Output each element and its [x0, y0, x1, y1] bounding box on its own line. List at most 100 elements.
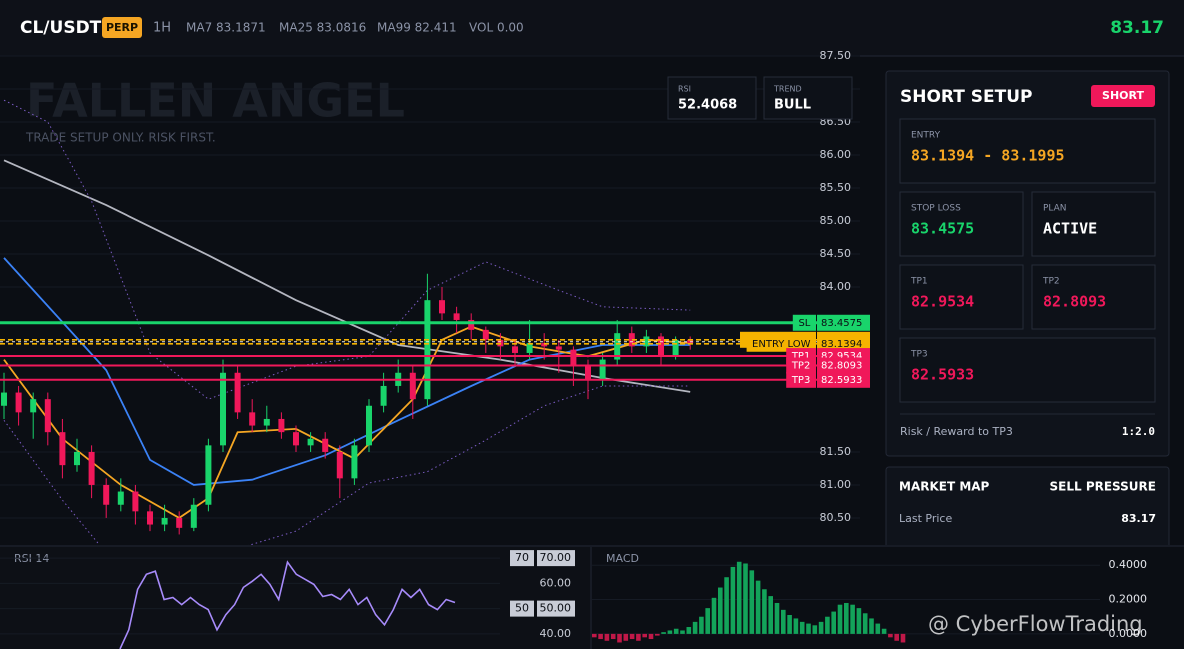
level-tag — [786, 371, 816, 388]
candle-body — [88, 451, 95, 485]
histogram-bar — [837, 604, 843, 634]
histogram-bar — [667, 630, 673, 634]
histogram-bar — [718, 587, 723, 634]
level-tag — [817, 357, 870, 374]
y-tick-label: 0.2000 — [1109, 593, 1148, 606]
candle-body — [293, 432, 299, 446]
level-name: TP3 — [791, 375, 811, 386]
candle-body — [44, 399, 51, 433]
histogram-bar — [768, 596, 773, 634]
histogram-bar — [610, 633, 616, 640]
histogram-bar — [774, 602, 780, 634]
candle-body — [366, 405, 372, 446]
y-tick-label: 86.00 — [820, 148, 852, 161]
candle-body — [628, 333, 635, 347]
rr-value: 1:2.0 — [1122, 425, 1155, 438]
setup-panel: SHORT SETUP SHORT ENTRY 83.1394 - 83.199… — [885, 70, 1170, 545]
y-tick-label: 70.00 — [540, 551, 572, 564]
candle-body — [103, 484, 110, 505]
cell-value: ACTIVE — [1043, 220, 1097, 238]
tick-box — [537, 600, 575, 617]
histogram-bar — [850, 604, 855, 634]
stat-value: BULL — [774, 98, 811, 113]
candle-body — [526, 343, 533, 353]
histogram-bar — [686, 627, 692, 634]
histogram-bar — [812, 625, 818, 634]
y-tick-label: 40.00 — [540, 627, 572, 640]
candle-body — [15, 392, 22, 413]
candle-body — [322, 438, 329, 452]
histogram-bar — [894, 633, 899, 641]
level-label: 50 — [515, 602, 529, 615]
symbol: CL/USDT — [20, 18, 102, 38]
histogram-bar — [604, 633, 610, 641]
level-value: 83.4575 — [821, 318, 862, 329]
market-map-title: MARKET MAP — [899, 480, 990, 494]
level-value: 82.9534 — [821, 351, 862, 362]
histogram-bar — [825, 616, 830, 634]
header-bar — [0, 0, 1184, 56]
candle-body — [555, 346, 562, 350]
histogram-bar — [856, 608, 862, 634]
candle-body — [176, 517, 183, 528]
watermark: @ CyberFlowTrading — [928, 612, 1143, 636]
cell — [899, 337, 1156, 403]
cell-label: TP3 — [910, 350, 928, 360]
histogram-bar — [724, 577, 729, 634]
level-tag — [817, 314, 870, 331]
last-price: 83.17 — [1110, 18, 1164, 38]
cell-label: TP1 — [910, 277, 928, 287]
candle-body — [439, 300, 445, 314]
histogram-bar — [629, 633, 635, 640]
histogram-bar — [762, 589, 767, 634]
rr-label: Risk / Reward to TP3 — [900, 425, 1013, 438]
cell-value: 82.5933 — [911, 366, 974, 384]
macd-plot: 0.4000 0.2000 0.0000 — [592, 558, 1148, 643]
candle-body — [672, 339, 679, 357]
candle-body — [161, 517, 168, 525]
indicator: MA25 83.0816 — [279, 21, 366, 35]
histogram-bar — [875, 623, 881, 634]
histogram-bar — [749, 570, 755, 634]
candle-body — [263, 418, 270, 426]
candle-body — [307, 438, 314, 446]
y-tick-label: 81.00 — [820, 478, 852, 491]
y-tick-label: 0.0000 — [1109, 627, 1148, 640]
y-tick-label: 50.00 — [540, 602, 572, 615]
histogram-bar — [755, 580, 761, 634]
histogram-bar — [730, 566, 736, 634]
histogram-bar — [680, 630, 685, 634]
histogram-bar — [705, 608, 710, 634]
histogram-bar — [831, 611, 836, 634]
rsi-bg — [0, 547, 590, 649]
badge-bg — [1091, 85, 1155, 107]
candle-body — [512, 346, 518, 353]
candle-body — [132, 491, 139, 512]
interval[interactable]: 1H — [153, 21, 171, 36]
cell-value: 83.4575 — [911, 220, 974, 238]
histogram-bar — [799, 621, 805, 634]
level-tag — [817, 371, 870, 388]
histogram-bar — [793, 618, 799, 634]
y-tick-label: 81.50 — [820, 445, 852, 458]
candle-body — [380, 385, 387, 406]
candle-body — [220, 372, 226, 446]
candle-body — [278, 418, 285, 433]
cell-label: ENTRY — [911, 131, 941, 141]
indicator: MA7 83.1871 — [186, 21, 266, 35]
candle-body — [570, 349, 577, 367]
y-tick-label: 87.50 — [820, 49, 852, 62]
watermark-title: FALLEN ANGEL — [26, 74, 405, 128]
histogram-bar — [598, 633, 603, 640]
candle-body — [205, 445, 212, 505]
candle-body — [351, 445, 358, 479]
level-name: SL — [798, 318, 810, 329]
rsi-line — [119, 560, 456, 649]
level-name: TP2 — [791, 361, 811, 372]
y-tick-label: 60.00 — [540, 576, 572, 589]
histogram-bar — [648, 633, 654, 640]
candle-body — [117, 491, 124, 505]
badge: PERP — [106, 21, 138, 34]
tick-box — [537, 550, 575, 567]
stat-value: 52.4068 — [678, 98, 737, 113]
